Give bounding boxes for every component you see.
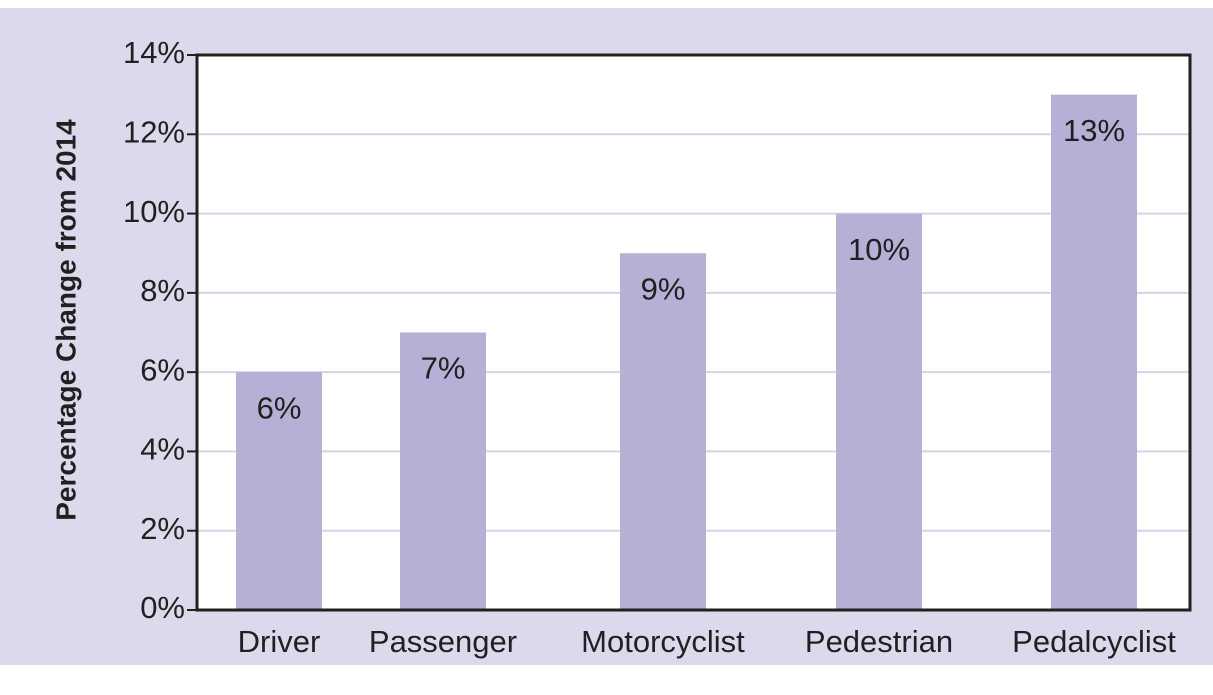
bar [620,253,706,610]
y-tick-label: 10% [123,194,185,229]
value-label: 6% [257,390,302,425]
plot-frame [195,53,1192,612]
bar [400,332,486,610]
bar [236,372,322,610]
bar [1051,94,1137,610]
y-tick-label: 8% [140,273,185,308]
x-tick-label: Driver [238,624,321,659]
bar [836,213,922,611]
y-tick-label: 4% [140,432,185,467]
x-tick-label: Motorcyclist [581,624,745,659]
y-tick-label: 12% [123,114,185,149]
x-tick-label: Pedalcyclist [1012,624,1176,659]
y-tick-label: 14% [123,35,185,70]
value-label: 10% [848,232,910,267]
value-label: 13% [1063,113,1125,148]
x-tick-label: Pedestrian [805,624,953,659]
value-label: 7% [421,351,466,386]
y-tick-label: 0% [140,590,185,625]
y-axis-label: Percentage Change from 2014 [50,119,81,521]
y-tick-label: 6% [140,352,185,387]
y-tick-label: 2% [140,511,185,546]
x-tick-label: Passenger [369,624,517,659]
value-label: 9% [641,271,686,306]
